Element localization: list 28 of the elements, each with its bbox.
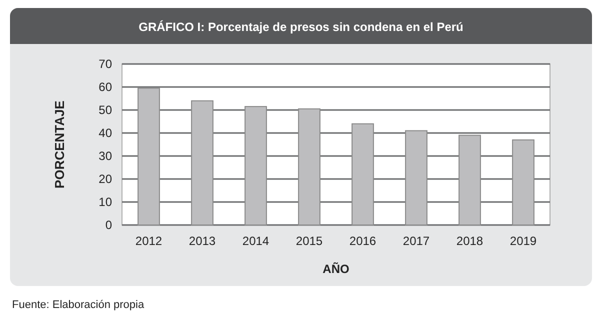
bar: [512, 139, 534, 226]
y-tick-label: 20: [98, 172, 112, 186]
y-tick-label: 50: [98, 103, 112, 118]
x-tick-label: 2016: [349, 234, 376, 248]
bar: [191, 100, 214, 226]
x-tick-label: 2017: [402, 234, 430, 248]
x-tick-label: 2019: [510, 234, 537, 248]
bar: [405, 130, 428, 226]
bar: [352, 123, 374, 226]
y-tick-label: 30: [98, 149, 112, 164]
bar: [138, 88, 160, 226]
y-axis-title: PORCENTAJE: [52, 100, 67, 188]
bar: [244, 106, 267, 226]
x-tick-label: 2018: [456, 234, 484, 248]
bar: [458, 134, 481, 226]
source-note: Fuente: Elaboración propia: [12, 299, 145, 311]
chart-title: GRÁFICO I: Porcentaje de presos sin condena en el Perú: [138, 20, 464, 34]
y-tick-label: 60: [98, 80, 112, 94]
y-tick-label: 40: [98, 126, 112, 140]
x-axis-title: AÑO: [322, 262, 350, 276]
x-tick-label: 2013: [188, 234, 216, 248]
x-tick-label: 2015: [296, 234, 323, 248]
y-tick-label: 10: [98, 195, 112, 210]
x-tick-label: 2014: [242, 234, 270, 248]
x-tick-label: 2012: [135, 234, 162, 248]
bar: [298, 108, 320, 226]
y-tick-label: 70: [98, 57, 112, 72]
y-tick-label: 0: [105, 218, 112, 232]
